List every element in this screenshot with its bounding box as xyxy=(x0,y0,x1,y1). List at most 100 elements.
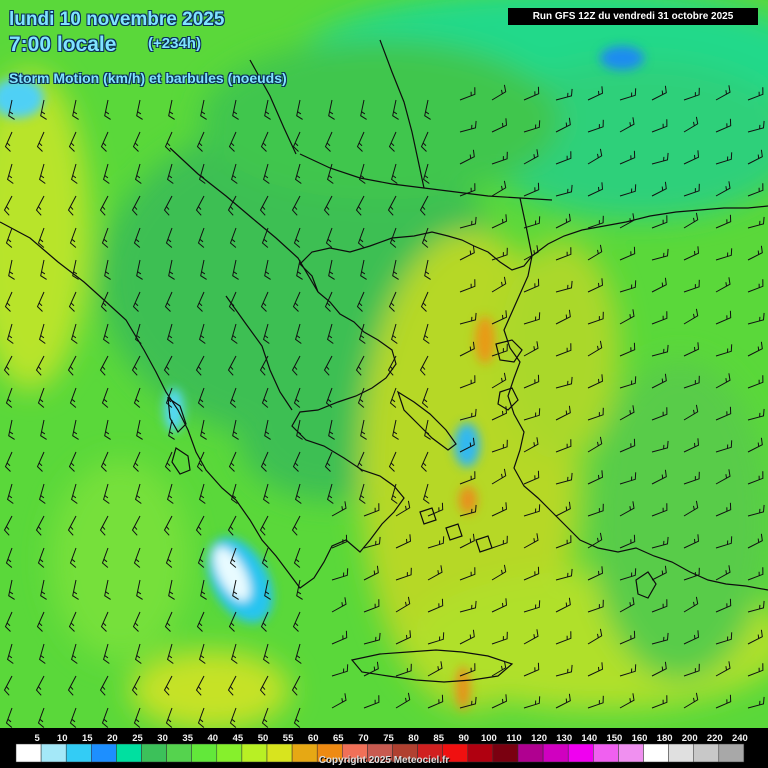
wind-barb-icon xyxy=(227,195,237,216)
wind-barb-icon xyxy=(331,664,349,677)
wind-barb-icon xyxy=(135,643,142,664)
wind-barb-icon xyxy=(715,598,732,613)
wind-barb-icon xyxy=(555,117,571,133)
wind-barb-icon xyxy=(747,437,763,453)
forecast-time-title: 7:00 locale xyxy=(9,33,117,56)
wind-barb-icon xyxy=(72,419,79,440)
wind-barb-icon xyxy=(360,419,367,440)
wind-barb-icon xyxy=(715,406,732,421)
wind-barb-icon xyxy=(167,643,174,664)
wind-barb-icon xyxy=(523,86,540,101)
spot-white-ionian xyxy=(213,546,251,602)
wind-barb-icon xyxy=(168,99,175,120)
wind-barb-icon xyxy=(491,372,507,389)
wind-barb-icon xyxy=(651,565,667,581)
wind-barb-icon xyxy=(395,534,412,549)
wind-barb-icon xyxy=(101,547,109,568)
legend-tick-label: 120 xyxy=(531,733,547,744)
wind-barb-icon xyxy=(715,373,731,389)
forecast-offset-label: (+234h) xyxy=(148,35,201,52)
border-inland-4 xyxy=(379,39,425,189)
wind-barb-icon xyxy=(357,227,365,248)
wind-barb-icon xyxy=(523,120,541,133)
wind-barb-icon xyxy=(683,630,700,645)
wind-barb-icon xyxy=(491,694,508,709)
wind-barb-icon xyxy=(293,387,301,408)
wind-barb-icon xyxy=(715,214,732,229)
legend-tick-label: 80 xyxy=(408,733,419,744)
wind-barb-icon xyxy=(196,611,205,632)
wind-barb-icon xyxy=(259,515,269,536)
wind-barb-icon xyxy=(587,119,604,133)
wind-barb-icon xyxy=(227,515,237,536)
wind-barb-icon xyxy=(715,181,731,197)
wind-barb-icon xyxy=(363,599,380,613)
border-inland-3 xyxy=(225,295,293,411)
wind-barb-icon xyxy=(36,451,45,472)
wind-barb-icon xyxy=(199,483,206,504)
wind-barb-icon xyxy=(619,534,636,549)
wind-barb-icon xyxy=(715,694,732,709)
wind-barb-icon xyxy=(100,131,109,152)
island-cyclades-b xyxy=(445,523,463,541)
wind-barb-icon xyxy=(295,163,302,184)
wind-barb-icon xyxy=(292,131,301,152)
wind-barb-icon xyxy=(459,183,476,197)
wind-barb-icon xyxy=(395,663,412,677)
island-corfu xyxy=(167,396,187,433)
wind-barb-icon xyxy=(229,227,237,248)
wind-barb-icon xyxy=(133,707,141,728)
wind-barb-icon xyxy=(747,471,764,485)
wind-barb-icon xyxy=(35,675,45,696)
wind-barb-icon xyxy=(37,387,45,408)
wind-barb-icon xyxy=(355,195,365,216)
wind-barb-icon xyxy=(619,117,635,133)
wind-barb-icon xyxy=(587,148,603,165)
wind-barb-icon xyxy=(389,387,397,408)
wind-barb-icon xyxy=(651,469,667,485)
wind-barb-icon xyxy=(67,515,77,536)
wind-barb-icon xyxy=(683,438,700,453)
wind-barb-icon xyxy=(619,213,635,229)
wind-barb-icon xyxy=(263,643,270,664)
island-chios xyxy=(497,387,519,411)
wind-barb-icon xyxy=(619,597,635,613)
wind-barb-icon xyxy=(619,472,637,485)
wind-barb-icon xyxy=(72,259,79,280)
wind-barb-icon xyxy=(40,99,47,120)
wind-barb-icon xyxy=(555,472,573,485)
wind-barb-icon xyxy=(523,600,541,613)
wind-barb-icon xyxy=(5,547,13,568)
wind-barb-icon xyxy=(424,259,431,280)
wind-barb-icon xyxy=(69,547,77,568)
wind-barb-icon xyxy=(555,247,572,261)
wind-barb-icon xyxy=(427,502,444,517)
wind-barb-icon xyxy=(131,675,141,696)
wind-barb-icon xyxy=(231,483,238,504)
wind-barb-icon xyxy=(523,182,540,197)
wind-barb-icon xyxy=(196,131,205,152)
wind-barb-icon xyxy=(40,579,47,600)
wind-barb-icon xyxy=(295,483,302,504)
wind-barb-icon xyxy=(7,643,14,664)
wind-barb-icon xyxy=(260,611,269,632)
legend-tick-label: 180 xyxy=(657,733,673,744)
wind-barb-icon xyxy=(68,611,77,632)
wind-barb-icon xyxy=(104,419,111,440)
wind-barb-icon xyxy=(587,599,604,613)
wind-barb-icon xyxy=(715,344,733,357)
wind-barb-icon xyxy=(651,152,669,165)
wind-barb-icon xyxy=(715,632,733,645)
wind-barb-icon xyxy=(292,611,301,632)
wind-barb-icon xyxy=(197,707,205,728)
wind-barb-icon xyxy=(5,387,13,408)
wind-barb-icon xyxy=(232,259,239,280)
wind-barb-icon xyxy=(71,643,78,664)
wind-barb-icon xyxy=(523,245,539,261)
wind-barb-icon xyxy=(136,419,143,440)
wind-barb-icon xyxy=(39,483,46,504)
wind-barb-icon xyxy=(587,436,603,453)
wind-barb-icon xyxy=(651,215,668,229)
wind-barb-icon xyxy=(260,131,269,152)
